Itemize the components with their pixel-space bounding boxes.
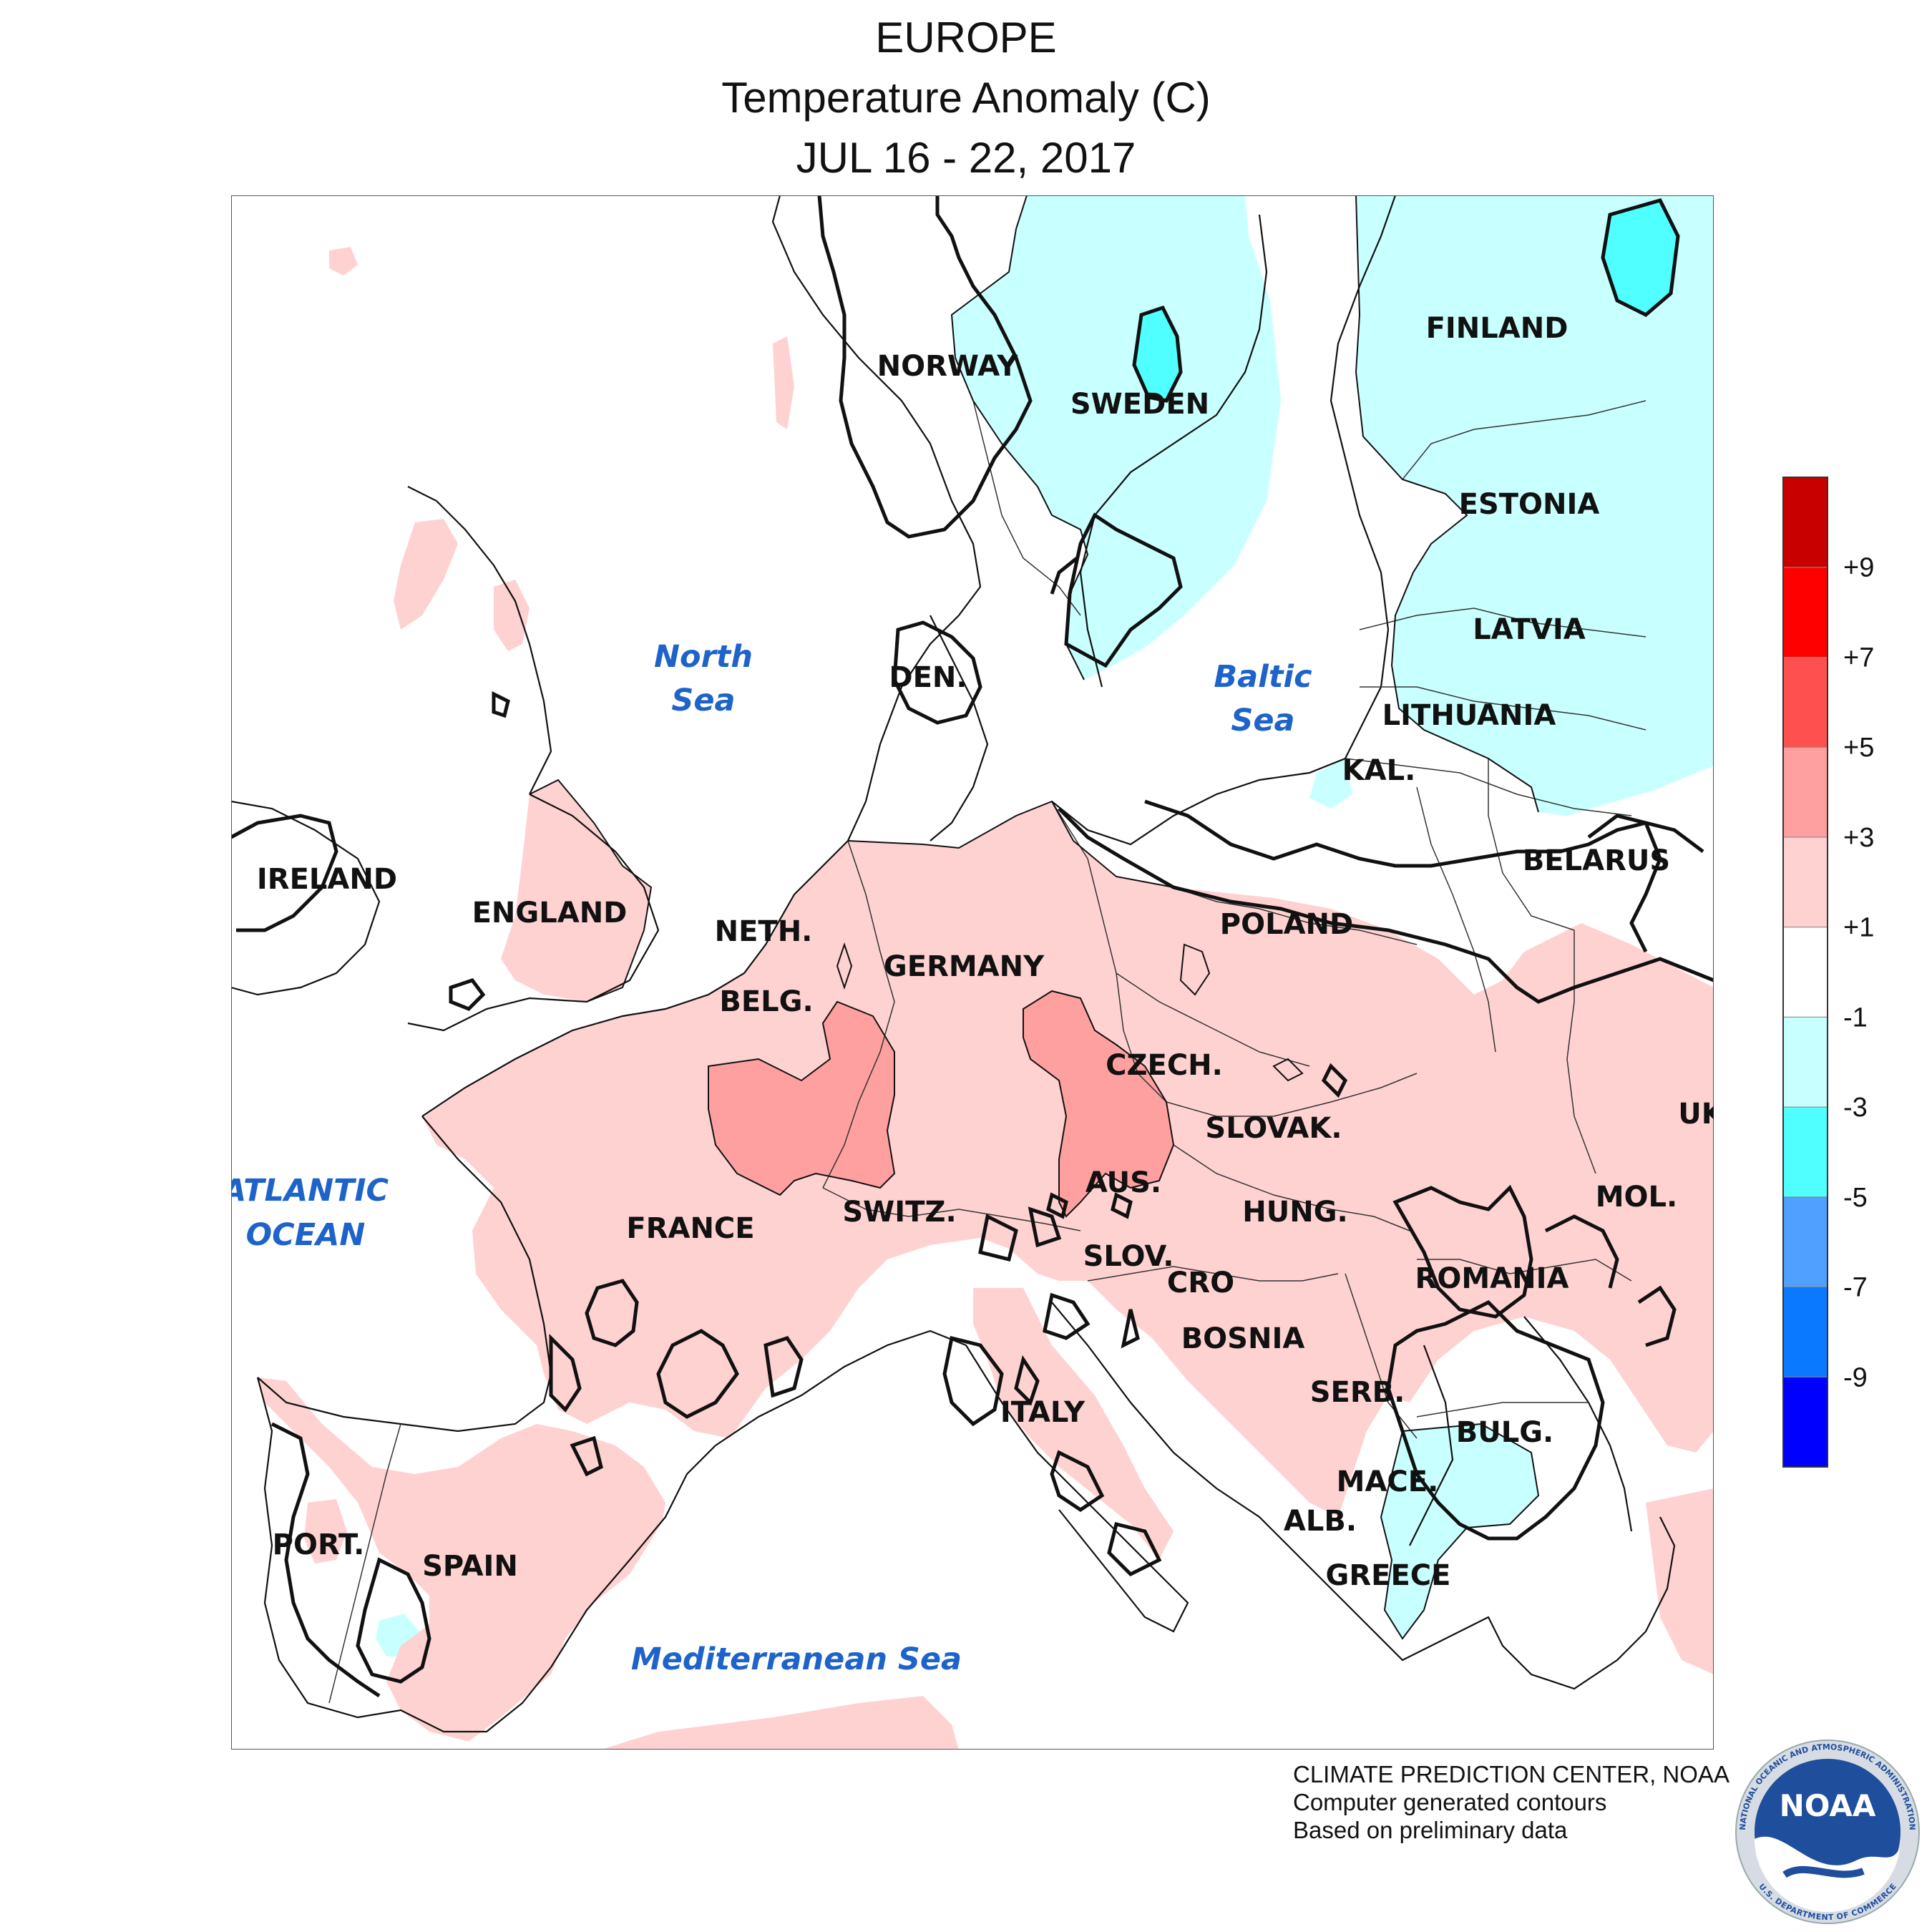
legend-swatch — [1782, 1016, 1828, 1108]
country-labels: NORWAY SWEDEN FINLAND ESTONIA LATVIA LITHUANI… — [257, 312, 1724, 1592]
anomaly-region-france-east — [708, 1002, 894, 1195]
thin-contours — [529, 195, 1540, 1640]
anomaly-region-north-africa — [601, 1696, 959, 1750]
anomaly-region-finland-core — [1603, 200, 1678, 315]
mediterranean-label: Mediterranean Sea — [631, 1641, 962, 1677]
map-subtitle: Temperature Anomaly (C) — [721, 74, 1211, 122]
baltic-sea-label-1: Baltic — [1214, 659, 1312, 695]
credit-line-3: Based on preliminary data — [1293, 1817, 1568, 1843]
country-label: FINLAND — [1426, 312, 1568, 345]
country-label: ESTONIA — [1459, 488, 1600, 521]
country-label: ENGLAND — [472, 897, 628, 930]
country-label: CZECH. — [1106, 1049, 1223, 1082]
atlantic-label-2: OCEAN — [246, 1217, 366, 1253]
baltic-sea-label-2: Sea — [1231, 703, 1294, 738]
map-title: EUROPE — [875, 14, 1057, 62]
anomaly-region-italy — [973, 1288, 1174, 1560]
anomaly-region-sweden-core — [1134, 308, 1181, 401]
anomaly-region-england — [501, 780, 651, 1002]
country-label: GREECE — [1326, 1559, 1451, 1592]
anomaly-region-finland-baltics — [1356, 195, 1714, 816]
country-label: GERMANY — [884, 950, 1045, 983]
country-label: POLAND — [1220, 908, 1353, 941]
legend-swatch — [1782, 1106, 1828, 1198]
contour-lines — [231, 195, 1714, 1698]
legend-label: -1 — [1843, 1002, 1868, 1033]
anomaly-region-kaliningrad — [1309, 758, 1352, 809]
country-label: NORWAY — [877, 350, 1019, 383]
legend-label: -7 — [1843, 1273, 1868, 1303]
country-label: NETH. — [715, 915, 813, 948]
country-label: SPAIN — [422, 1550, 518, 1583]
country-label: SLOV. — [1083, 1240, 1174, 1273]
country-label: ITALY — [1000, 1396, 1085, 1429]
legend-label: +5 — [1843, 733, 1874, 763]
north-sea-label-1: North — [654, 639, 753, 675]
legend-label: -9 — [1843, 1362, 1868, 1392]
baltic-sea — [1088, 458, 1374, 794]
anomaly-region-portugal — [304, 1499, 347, 1563]
country-label: MACE. — [1337, 1465, 1439, 1498]
credits: CLIMATE PREDICTION CENTER, NOAA Computer… — [1293, 1760, 1729, 1844]
adriatic-sea — [1052, 1288, 1288, 1517]
credit-line-1: CLIMATE PREDICTION CENTER, NOAA — [1293, 1761, 1729, 1787]
country-label: DEN. — [889, 661, 967, 694]
country-label: FRANCE — [626, 1212, 754, 1245]
anomaly-region-germany-east — [1023, 991, 1174, 1216]
legend-label: +7 — [1843, 643, 1874, 673]
country-label: BELG. — [719, 985, 813, 1018]
country-label: IRELAND — [257, 863, 397, 896]
country-label: ALB. — [1284, 1505, 1357, 1538]
atlantic-label-1: ATLANTIC — [220, 1173, 389, 1209]
anomaly-region-scotland — [394, 519, 458, 630]
country-label: SLOVAK. — [1205, 1112, 1342, 1145]
country-label: SWEDEN — [1070, 388, 1209, 421]
north-sea-label-2: Sea — [671, 683, 735, 718]
country-label: KAL. — [1342, 754, 1416, 787]
country-label: SERB. — [1310, 1376, 1405, 1409]
anomaly-region-scandinavia — [952, 195, 1281, 680]
country-label: PORT. — [273, 1528, 365, 1561]
legend-swatch — [1782, 927, 1828, 1018]
legend-swatch — [1782, 1287, 1828, 1377]
country-label: LATVIA — [1473, 613, 1585, 646]
borders — [328, 400, 1646, 1704]
country-label: UK — [1678, 1098, 1724, 1131]
legend-label: +9 — [1843, 553, 1874, 583]
legend-label: +3 — [1843, 823, 1874, 853]
country-label: CRO — [1167, 1267, 1234, 1299]
anomaly-region-faroe — [329, 247, 358, 275]
country-label: LITHUANIA — [1382, 699, 1556, 732]
anomaly-region-scotland-east — [494, 580, 530, 651]
legend-swatch — [1782, 477, 1828, 568]
country-label: SWITZ. — [842, 1196, 956, 1229]
legend-swatch — [1782, 1376, 1828, 1468]
legend-swatch — [1782, 1196, 1828, 1288]
country-label: ROMANIA — [1415, 1262, 1569, 1295]
country-label: MOL. — [1596, 1181, 1678, 1214]
legend-label: -5 — [1843, 1183, 1868, 1213]
country-label: BULG. — [1456, 1416, 1553, 1449]
credit-line-2: Computer generated contours — [1293, 1789, 1607, 1815]
legend-swatch — [1782, 656, 1828, 748]
legend-label: -3 — [1843, 1093, 1868, 1123]
map-date-range: JUL 16 - 22, 2017 — [796, 134, 1136, 182]
country-label: BELARUS — [1523, 844, 1670, 877]
legend-swatch — [1782, 746, 1828, 838]
anomaly-region-turkey — [1646, 1488, 1714, 1674]
map-area: North Sea Baltic Sea ATLANTIC OCEAN Medi… — [220, 195, 1724, 1750]
anomaly-region-norway-coast — [773, 336, 794, 429]
color-legend: +9 +7 +5 +3 +1 -1 -3 -5 -7 -9 — [1782, 477, 1874, 1468]
country-label: BOSNIA — [1181, 1322, 1305, 1355]
country-label: AUS. — [1085, 1166, 1161, 1199]
noaa-logo: NOAA NATIONAL OCEANIC AND ATMOSPHERIC AD… — [1735, 1740, 1920, 1924]
country-label: HUNG. — [1242, 1196, 1347, 1229]
noaa-logo-text: NOAA — [1780, 1788, 1876, 1823]
anomaly-region-iberia — [258, 1377, 665, 1742]
legend-label: +1 — [1843, 913, 1874, 943]
legend-swatch — [1782, 836, 1828, 928]
legend-swatch — [1782, 567, 1828, 658]
